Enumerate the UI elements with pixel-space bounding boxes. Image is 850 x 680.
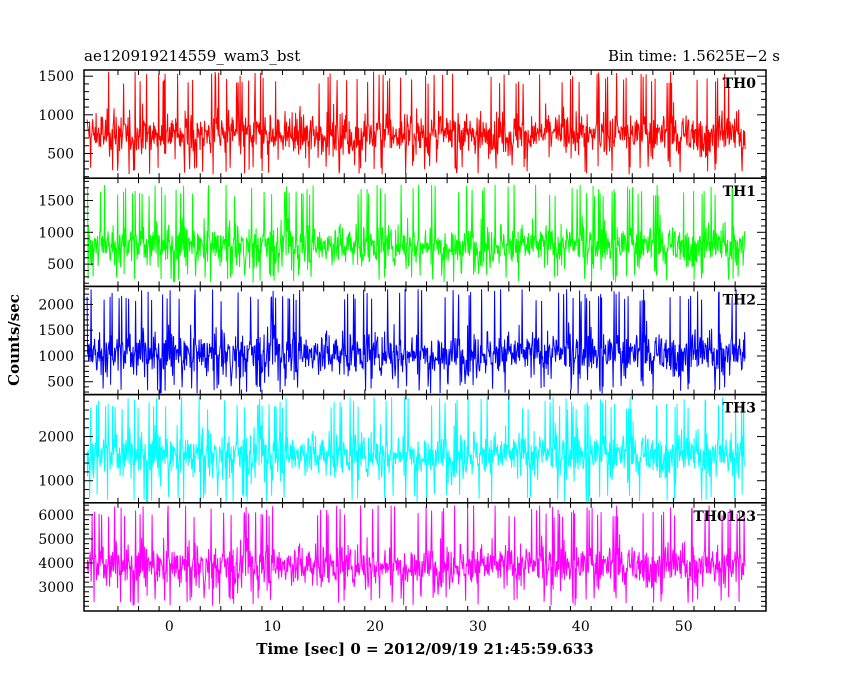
y-tick-label: 1500 — [38, 323, 74, 339]
panel-th1: 500 1000 1500 TH1 — [38, 177, 767, 288]
y-axis-label: Counts/sec — [5, 294, 23, 386]
series-line-th3 — [86, 396, 746, 503]
y-tick-label: 2000 — [38, 430, 74, 446]
panel-th0123: 3000 4000 5000 6000 TH0123 — [38, 502, 767, 612]
panel-frame — [83, 285, 767, 396]
y-tick-label: 5000 — [38, 532, 74, 548]
series-label-th2: TH2 — [723, 292, 756, 308]
x-tick-label: 30 — [469, 619, 487, 635]
y-tick-label: 1500 — [38, 193, 74, 209]
y-tick-label: 1000 — [38, 108, 74, 124]
x-tick-label: 50 — [675, 619, 693, 635]
y-tick-label: 500 — [47, 375, 74, 391]
y-tick-label: 1000 — [38, 225, 74, 241]
x-tick-label: 0 — [165, 619, 174, 635]
panel-frame — [83, 502, 767, 612]
x-tick-label: 20 — [366, 619, 384, 635]
chart-title-right: Bin time: 1.5625E−2 s — [608, 47, 780, 65]
x-tick-label: 10 — [263, 619, 281, 635]
y-tick-label: 2000 — [38, 297, 74, 313]
y-tick-label: 4000 — [38, 556, 74, 572]
series-label-th3: TH3 — [723, 401, 756, 417]
x-axis-label: Time [sec] 0 = 2012/09/19 21:45:59.633 — [256, 640, 593, 658]
series-line-th2 — [86, 289, 746, 394]
y-tick-label: 500 — [47, 146, 74, 162]
y-tick-label: 1000 — [38, 474, 74, 490]
series-line-th0 — [86, 71, 746, 175]
y-tick-label: 6000 — [38, 508, 74, 524]
series-line-th1 — [86, 184, 746, 283]
chart-title-left: ae120919214559_wam3_bst — [84, 47, 300, 65]
panel-th2: 500 1000 1500 2000 TH2 — [38, 285, 767, 396]
y-tick-label: 1000 — [38, 349, 74, 365]
panel-th0: 500 1000 1500 TH0 — [38, 69, 767, 179]
series-label-th0: TH0 — [723, 76, 757, 92]
series-label-th1: TH1 — [723, 184, 756, 200]
series-label-th0123: TH0123 — [693, 509, 756, 525]
series-line-th0123 — [86, 505, 746, 606]
y-tick-label: 3000 — [38, 580, 74, 596]
panel-th3: 1000 2000 TH3 — [38, 393, 767, 504]
x-tick-label: 40 — [572, 619, 590, 635]
y-tick-label: 1500 — [38, 69, 74, 85]
y-tick-label: 500 — [47, 257, 74, 273]
